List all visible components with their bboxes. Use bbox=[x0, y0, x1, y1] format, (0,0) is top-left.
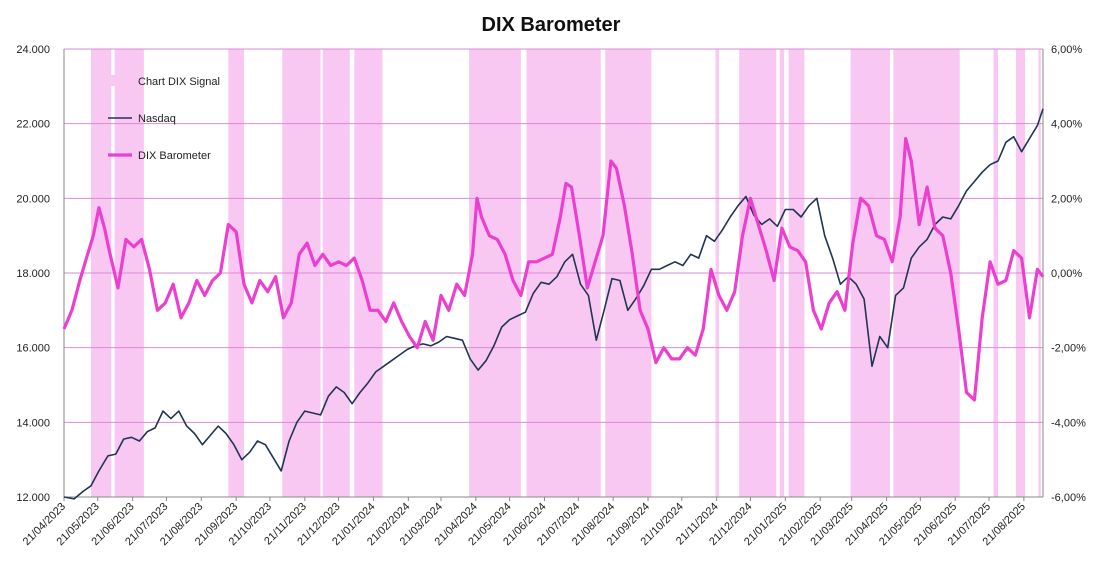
left-tick-label: 22.000 bbox=[16, 119, 50, 131]
right-tick-label: -2,00% bbox=[1051, 343, 1086, 355]
left-tick-label: 24.000 bbox=[16, 44, 50, 56]
nasdaq-series bbox=[63, 108, 1044, 500]
right-tick-label: -6,00% bbox=[1051, 492, 1086, 504]
legend: Chart DIX Signal Nasdaq DIX Barometer bbox=[108, 75, 220, 162]
right-tick-label: 0,00% bbox=[1051, 268, 1082, 280]
legend-label-signal: Chart DIX Signal bbox=[138, 76, 220, 88]
left-tick-label: 14.000 bbox=[16, 417, 50, 429]
left-tick-label: 16.000 bbox=[16, 343, 50, 355]
right-tick-label: -4,00% bbox=[1051, 417, 1086, 429]
legend-label-nasdaq: Nasdaq bbox=[138, 113, 176, 125]
nasdaq-line bbox=[63, 108, 1044, 500]
right-tick-label: 6,00% bbox=[1051, 44, 1082, 56]
legend-swatch-signal bbox=[108, 75, 132, 86]
right-tick-label: 2,00% bbox=[1051, 193, 1082, 205]
left-tick-label: 12.000 bbox=[16, 492, 50, 504]
left-tick-label: 20.000 bbox=[16, 193, 50, 205]
dix-barometer-series bbox=[62, 137, 1045, 402]
dix-barometer-line bbox=[62, 137, 1045, 402]
left-tick-label: 18.000 bbox=[16, 268, 50, 280]
legend-label-dix: DIX Barometer bbox=[138, 150, 211, 162]
chart-title: DIX Barometer bbox=[481, 14, 621, 36]
right-tick-label: 4,00% bbox=[1051, 119, 1082, 131]
